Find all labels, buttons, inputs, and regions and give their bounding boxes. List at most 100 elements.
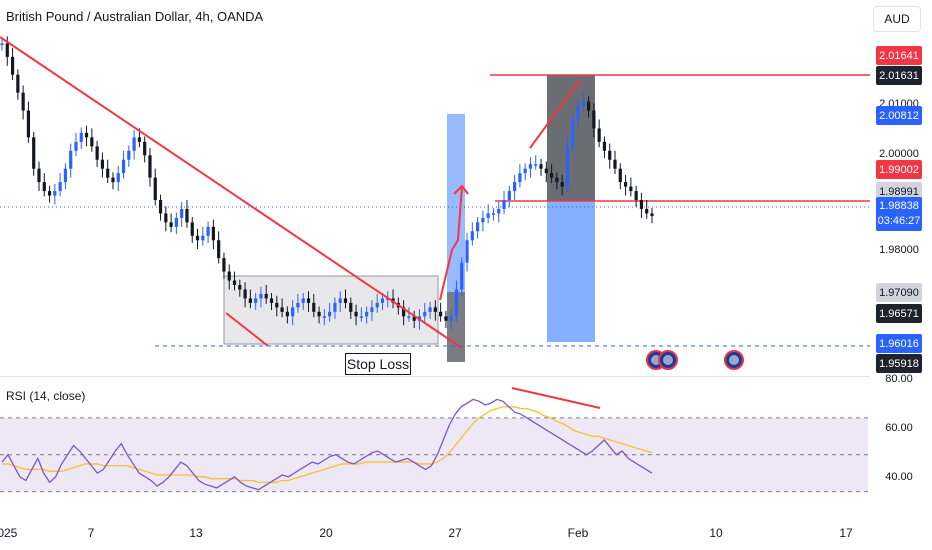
candle-body <box>534 164 538 166</box>
candle-body <box>222 258 226 272</box>
candle-body <box>121 159 126 174</box>
price-label: 2.01641 <box>876 46 922 65</box>
candle-body <box>454 289 459 317</box>
price-label: 1.98991 <box>876 182 922 201</box>
candle-body <box>47 191 52 196</box>
current-price-label: 1.98838 03:46:27 <box>876 197 922 231</box>
x-tick-20: 20 <box>319 526 333 540</box>
candle-body <box>243 289 247 299</box>
candle-body <box>132 137 136 151</box>
candle-body <box>211 226 215 241</box>
long-position-target-zone <box>447 114 465 292</box>
candle-body <box>502 200 506 209</box>
candle-body <box>433 307 437 312</box>
candle-body <box>322 316 326 318</box>
projection-arrow <box>439 185 463 301</box>
candle-body <box>634 191 638 200</box>
price-label: 2.00000 <box>879 147 919 160</box>
candle-body <box>5 43 9 57</box>
short-position-target-zone <box>547 201 595 342</box>
flag-icon-au-2[interactable] <box>724 350 744 370</box>
candle-body <box>127 150 131 160</box>
candle-body <box>116 173 120 183</box>
candle-body <box>275 302 279 308</box>
candle-body <box>10 56 15 75</box>
candle-body <box>195 235 200 241</box>
candle-body <box>423 311 427 317</box>
candle-body <box>333 302 337 312</box>
candle-body <box>32 137 36 169</box>
candle-body <box>618 168 622 183</box>
price-label: 1.96016 <box>876 334 922 353</box>
candle-body <box>238 285 242 290</box>
flag-icon-gb[interactable] <box>658 350 678 370</box>
candle-body <box>491 213 496 215</box>
candle-body <box>581 101 585 107</box>
price-label: 1.96571 <box>876 304 922 323</box>
candle-body <box>650 213 654 217</box>
x-tick-13: 13 <box>189 526 203 540</box>
rsi-indicator-title[interactable]: RSI (14, close) <box>6 389 86 403</box>
candle-body <box>0 43 4 45</box>
candle-body <box>143 141 147 156</box>
candle-body <box>518 173 522 183</box>
candle-body <box>470 231 474 241</box>
candle-body <box>602 141 607 151</box>
x-tick-7: 7 <box>87 526 95 540</box>
candle-body <box>497 208 501 214</box>
candle-body <box>560 182 564 187</box>
candle-body <box>111 177 115 183</box>
candle-body <box>106 168 110 178</box>
candle-body <box>232 280 237 285</box>
candle-body <box>507 191 511 200</box>
candle-body <box>306 298 311 303</box>
currency-button[interactable]: AUD <box>873 6 921 32</box>
candle-body <box>444 316 448 321</box>
candle-body <box>84 132 89 138</box>
rsi-ma-line <box>2 406 653 484</box>
candle-body <box>69 150 73 169</box>
candle-body <box>365 311 369 317</box>
candle-body <box>301 298 305 303</box>
x-tick-2025: 2025 <box>0 526 18 540</box>
candle-body <box>190 222 194 236</box>
candle-body <box>486 213 490 218</box>
candle-body <box>349 302 353 312</box>
candle-body <box>317 311 321 317</box>
x-tick-10: 10 <box>709 526 723 540</box>
candle-body <box>359 316 363 318</box>
pane-separator <box>0 376 870 377</box>
candle-body <box>180 208 184 218</box>
candle-body <box>90 137 94 147</box>
candle-body <box>338 298 342 303</box>
candle-body <box>639 200 644 209</box>
candle-body <box>42 182 46 192</box>
candle-body <box>407 316 411 318</box>
candle-body <box>248 298 252 303</box>
candle-body <box>608 150 612 160</box>
candle-body <box>137 137 141 142</box>
candle-body <box>592 110 596 129</box>
candle-body <box>481 217 485 223</box>
bar-countdown: 03:46:27 <box>877 215 921 227</box>
candle-body <box>53 191 57 196</box>
candle-body <box>380 298 385 303</box>
rsi-label-40: 40.00 <box>885 471 913 483</box>
stop-loss-annotation[interactable]: Stop Loss <box>345 353 411 375</box>
candle-body <box>16 74 20 93</box>
candle-body <box>513 182 517 192</box>
price-label: 2.00812 <box>876 106 922 125</box>
candle-body <box>63 168 68 183</box>
candle-body <box>460 262 464 290</box>
candle-body <box>95 146 99 160</box>
candle-body <box>206 226 210 236</box>
x-tick-27: 27 <box>448 526 462 540</box>
candle-body <box>439 311 443 317</box>
rally-line <box>529 79 581 149</box>
candle-body <box>201 235 205 241</box>
candle-body <box>597 128 601 142</box>
price-label: 1.97090 <box>876 283 922 302</box>
candle-body <box>269 298 274 303</box>
candle-body <box>254 298 258 303</box>
